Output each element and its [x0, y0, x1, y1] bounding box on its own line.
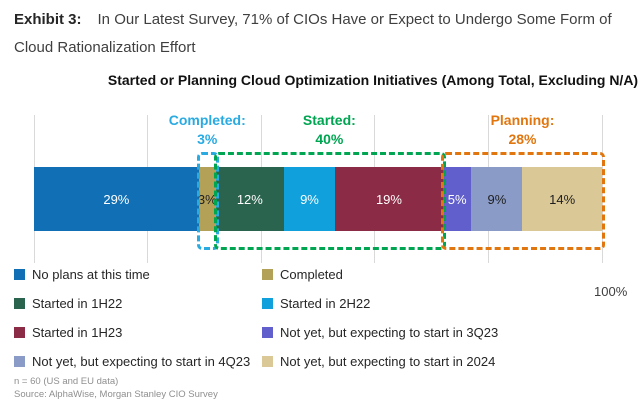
legend-item: Completed: [262, 267, 343, 282]
completed-annotation-title: Completed:: [168, 112, 246, 128]
legend-label: Not yet, but expecting to start in 4Q23: [32, 354, 251, 369]
legend-label: Started in 1H23: [32, 325, 123, 340]
legend-swatch: [262, 327, 273, 338]
legend-swatch: [262, 298, 273, 309]
bar-segment-value: 5%: [447, 191, 467, 207]
bar-segment-3: 12%: [215, 167, 284, 231]
legend-item: Not yet, but expecting to start in 3Q23: [262, 325, 498, 340]
legend-item: Not yet, but expecting to start in 2024: [262, 354, 495, 369]
bar-segment-value: 9%: [300, 191, 319, 207]
bar-segment-5: 19%: [335, 167, 443, 231]
exhibit-label: Exhibit 3:: [14, 11, 82, 28]
legend-swatch: [262, 356, 273, 367]
bar-segment-value: 12%: [236, 191, 263, 207]
footnote-source: Source: AlphaWise, Morgan Stanley CIO Su…: [14, 389, 218, 400]
legend-swatch: [262, 269, 273, 280]
bar-segment-value: 14%: [549, 191, 576, 207]
legend-swatch: [14, 269, 25, 280]
bar-segment-8: 14%: [522, 167, 602, 231]
bar-segment-value: 29%: [103, 191, 130, 207]
legend-label: Started in 1H22: [32, 296, 123, 311]
started-bracket: [213, 152, 446, 250]
plot-area: 29% 3% 12% 9% 19% 5% 9% 14% Completed: 3% Started…: [33, 112, 605, 263]
axis-max-label: 100%: [594, 284, 628, 299]
legend-label: Not yet, but expecting to start in 3Q23: [280, 325, 499, 340]
legend-row: Started in 1H23 Not yet, but expecting to…: [14, 318, 630, 347]
legend-item: Not yet, but expecting to start in 4Q23: [14, 354, 262, 369]
legend-label: Not yet, but expecting to start in 2024: [280, 354, 496, 369]
chart-title: Started or Planning Cloud Optimization I…: [107, 72, 639, 88]
footnote-sample: n = 60 (US and EU data): [14, 376, 119, 387]
footnotes: n = 60 (US and EU data) Source: AlphaWis…: [14, 375, 218, 401]
planning-bracket: [440, 152, 605, 250]
bar-segment-4: 9%: [283, 167, 336, 231]
legend-label: Started in 2H22: [280, 296, 371, 311]
exhibit-title: In Our Latest Survey, 71% of CIOs Have o…: [14, 11, 612, 56]
bar-segment-1: 29%: [34, 167, 199, 231]
legend-item: Started in 2H22: [262, 296, 370, 311]
bar-segment-7: 9%: [471, 167, 523, 231]
exhibit-header: Exhibit 3: In Our Latest Survey, 71% of C…: [14, 6, 630, 62]
legend-row: Not yet, but expecting to start in 4Q23 N…: [14, 347, 630, 376]
planning-annotation-title: Planning:: [490, 112, 555, 128]
legend-row: Started in 1H22 Started in 2H22: [14, 289, 630, 318]
legend-swatch: [14, 327, 25, 338]
bar-segment-value: 3%: [197, 191, 217, 207]
completed-annotation: Completed: 3%: [169, 111, 246, 149]
bar-segment-value: 9%: [487, 191, 507, 207]
legend-label: Completed: [280, 267, 343, 282]
completed-annotation-value: 3%: [197, 131, 218, 147]
started-annotation: Started: 40%: [303, 111, 356, 149]
legend-item: Started in 1H23: [14, 325, 262, 340]
completed-bracket: [196, 152, 219, 250]
bar-segment-6: 5%: [442, 167, 472, 231]
legend-item: Started in 1H22: [14, 296, 262, 311]
legend-swatch: [14, 356, 25, 367]
planning-annotation-value: 28%: [508, 131, 537, 147]
legend-row: No plans at this time Completed: [14, 260, 630, 289]
legend-label: No plans at this time: [32, 267, 150, 282]
bar-segment-value: 19%: [375, 191, 402, 207]
planning-annotation: Planning: 28%: [491, 111, 555, 149]
started-annotation-value: 40%: [315, 131, 344, 147]
bar-segment-2: 3%: [197, 167, 217, 231]
stacked-bar: 29% 3% 12% 9% 19% 5% 9% 14%: [34, 167, 602, 231]
started-annotation-title: Started:: [302, 112, 356, 128]
legend: No plans at this time Completed Started in…: [14, 260, 630, 376]
legend-swatch: [14, 298, 25, 309]
legend-item: No plans at this time: [14, 267, 262, 282]
